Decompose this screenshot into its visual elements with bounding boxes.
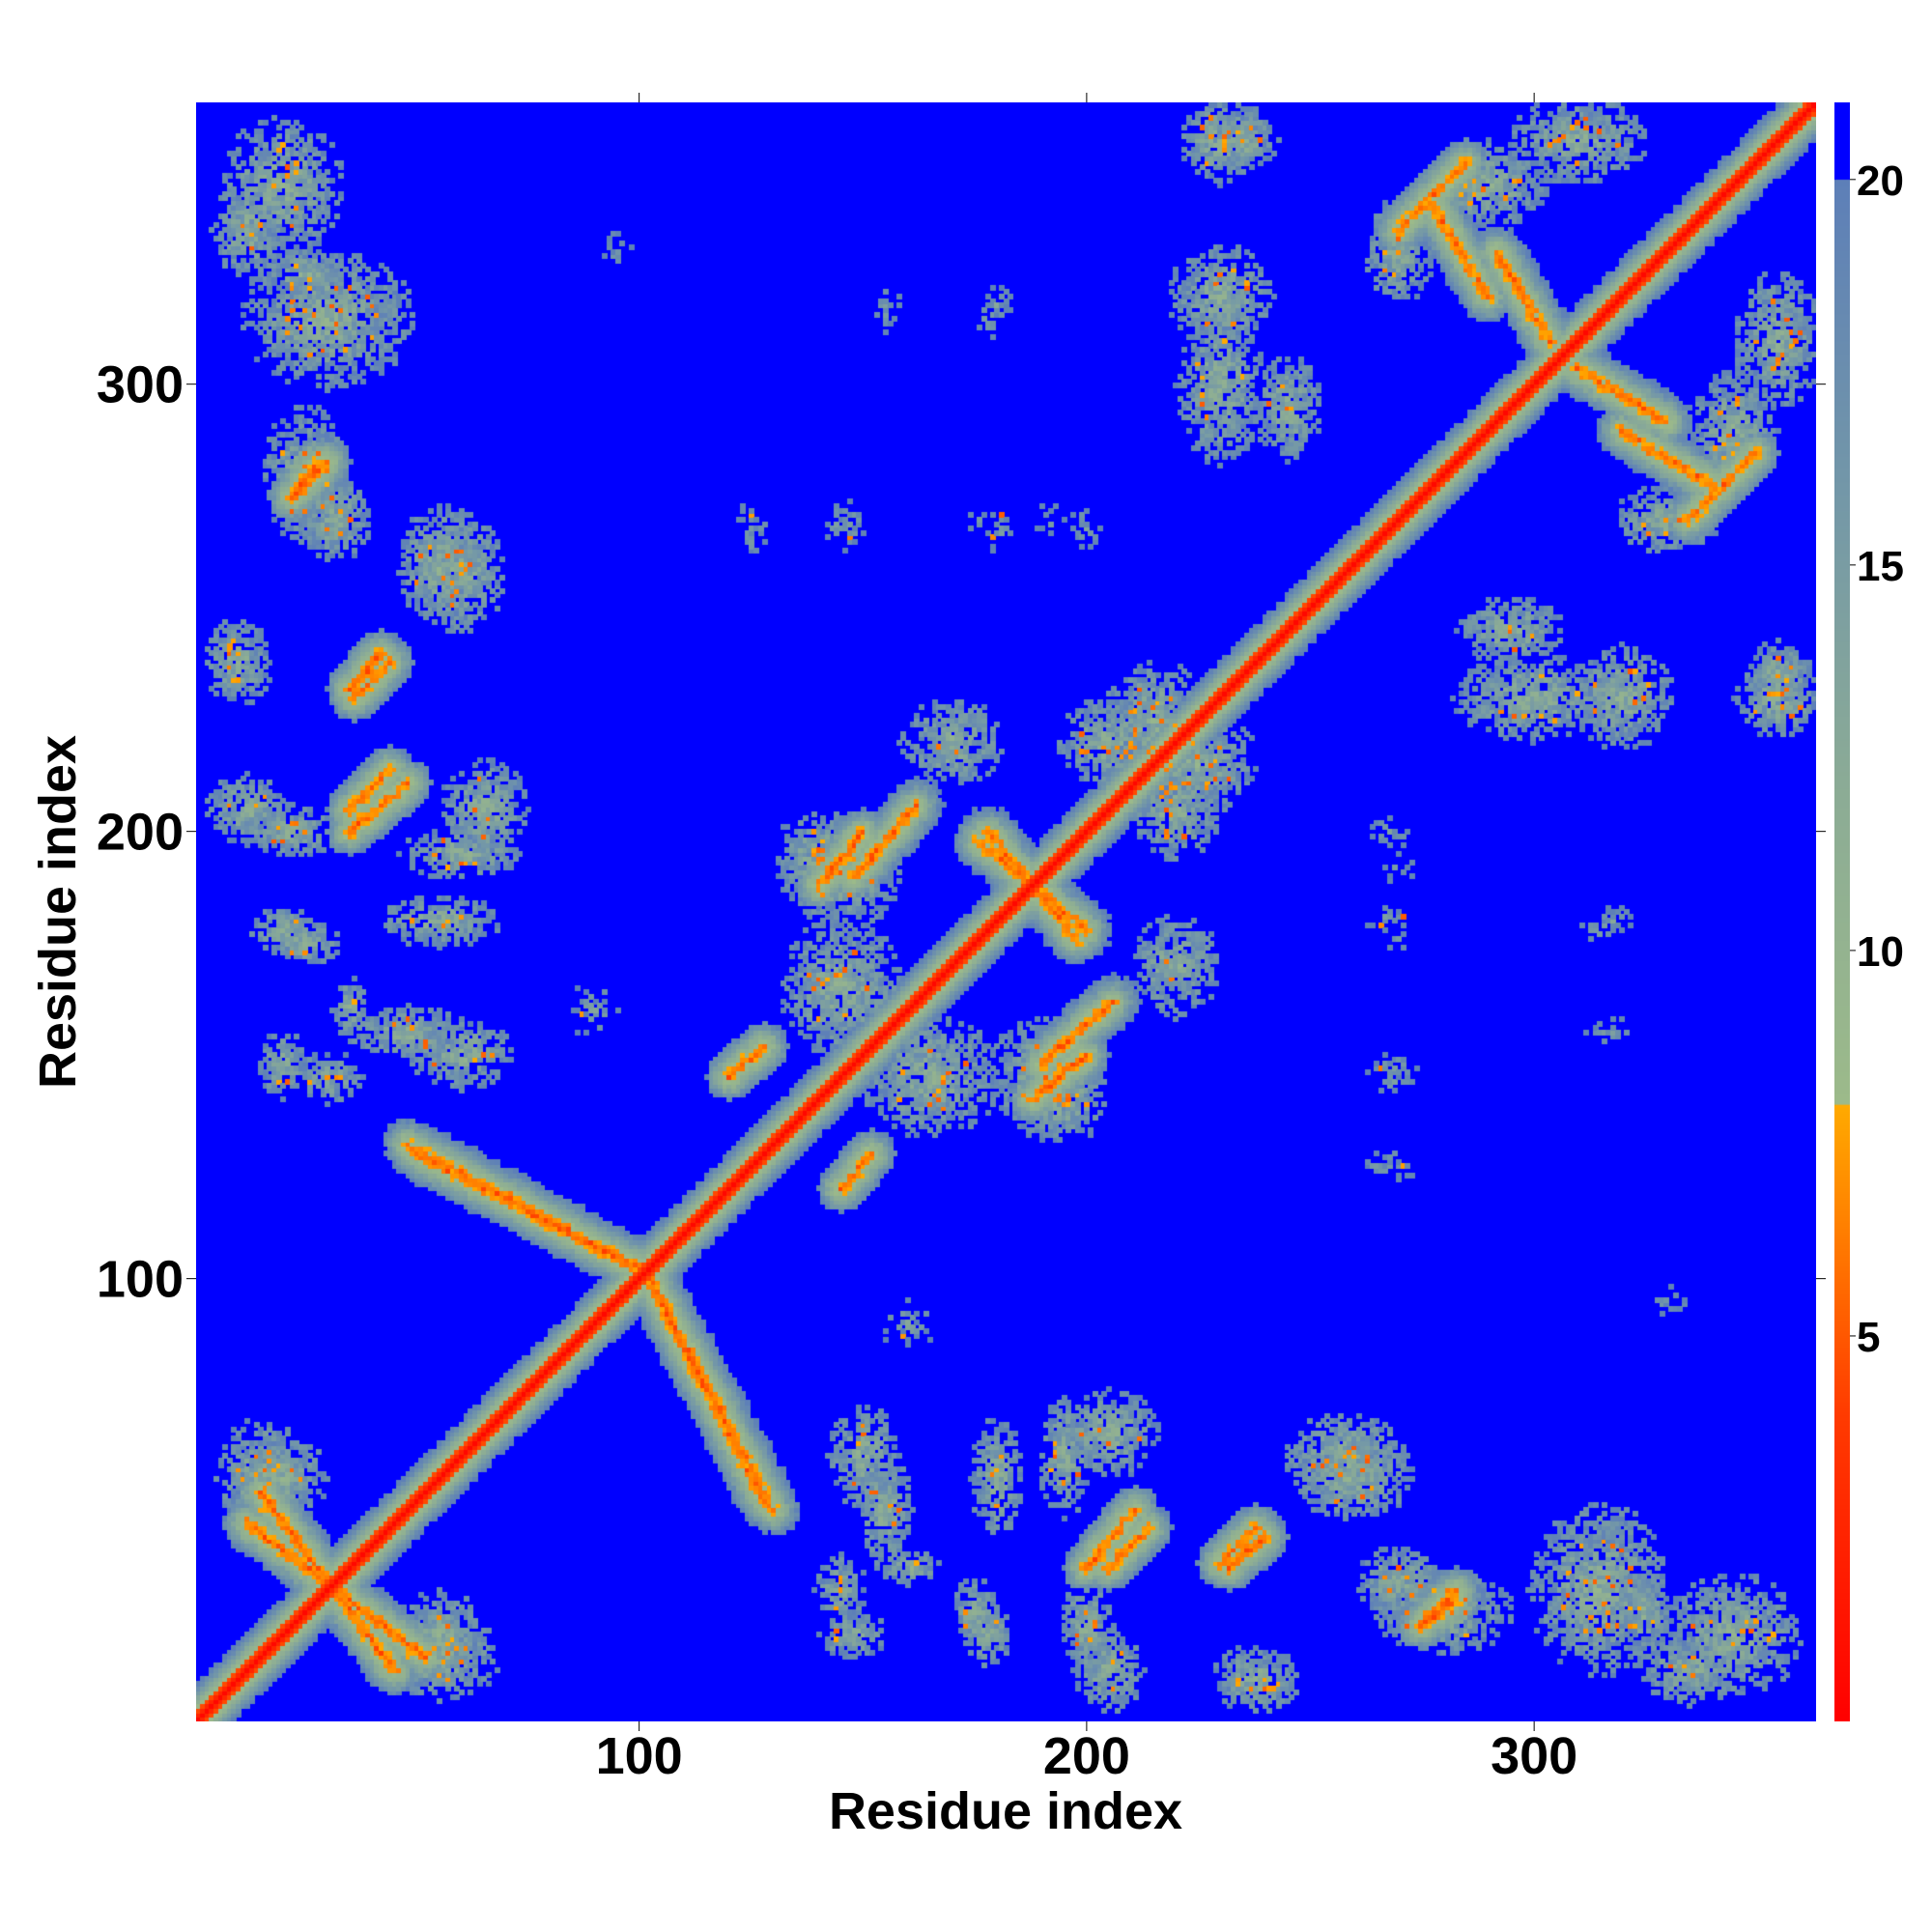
colorbar-tick-label: 20 (1857, 157, 1904, 205)
y-tick-label: 300 (97, 356, 184, 414)
colorbar-tick-label: 15 (1857, 543, 1904, 590)
colorbar (1834, 102, 1850, 1721)
colorbar-ticks: 5 10 15 20 (1850, 157, 1904, 1361)
x-axis-ticks: 100 200 300 (596, 93, 1577, 1785)
colorbar-tick-label: 5 (1857, 1314, 1880, 1361)
x-tick-label: 300 (1491, 1727, 1577, 1785)
colorbar-tick-label: 10 (1857, 928, 1904, 976)
x-axis-label: Residue index (829, 1782, 1182, 1840)
y-axis-ticks: 100 200 300 (97, 356, 1826, 1309)
y-tick-label: 100 (97, 1251, 184, 1309)
y-tick-label: 200 (97, 804, 184, 862)
x-tick-label: 200 (1043, 1727, 1130, 1785)
y-axis-label: Residue index (29, 735, 87, 1089)
x-tick-label: 100 (596, 1727, 683, 1785)
heatmap-plot-area (196, 102, 1816, 1721)
